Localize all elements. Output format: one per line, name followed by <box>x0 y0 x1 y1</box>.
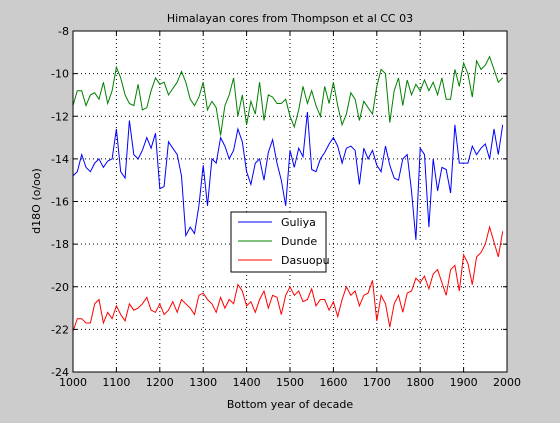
y-tick-label: -8 <box>58 25 69 38</box>
chart-title: Himalayan cores from Thompson et al CC 0… <box>167 12 413 25</box>
x-tick-label: 1300 <box>189 376 217 389</box>
x-tick-label: 1600 <box>319 376 347 389</box>
x-tick-label: 1900 <box>450 376 478 389</box>
legend: Guliya Dunde Dasuopu <box>230 211 330 273</box>
x-tick-label: 1200 <box>146 376 174 389</box>
y-tick-label: -14 <box>51 153 69 166</box>
x-tick-label: 1700 <box>363 376 391 389</box>
y-tick-label: -20 <box>51 281 69 294</box>
ticks <box>72 30 508 373</box>
x-tick-label: 1800 <box>406 376 434 389</box>
series-line-dunde <box>72 55 504 136</box>
y-tick-labels: -24 -22 -20 -18 -16 -14 -12 -10 -8 <box>51 25 69 379</box>
y-tick-label: -10 <box>51 68 69 81</box>
legend-label-guliya: Guliya <box>281 216 316 229</box>
x-axis-label: Bottom year of decade <box>227 398 354 411</box>
x-tick-label: 2000 <box>493 376 521 389</box>
x-tick-label: 1400 <box>233 376 261 389</box>
y-tick-label: -18 <box>51 238 69 251</box>
x-tick-label: 1500 <box>276 376 304 389</box>
series-layer <box>72 55 504 332</box>
y-axis-label: d18O (o/oo) <box>30 168 43 234</box>
legend-label-dunde: Dunde <box>281 235 317 248</box>
legend-label-dasuopu: Dasuopu <box>281 254 330 267</box>
series-line-dasuopu <box>72 225 504 332</box>
x-tick-label: 1100 <box>102 376 130 389</box>
y-tick-label: -16 <box>51 196 69 209</box>
series-line-guliya <box>72 111 504 240</box>
y-tick-label: -12 <box>51 110 69 123</box>
x-tick-label: 1000 <box>59 376 87 389</box>
x-tick-labels: 1000 1100 1200 1300 1400 1500 1600 1700 1800 1900… <box>59 376 521 389</box>
y-tick-label: -24 <box>51 366 69 379</box>
y-tick-label: -22 <box>51 323 69 336</box>
